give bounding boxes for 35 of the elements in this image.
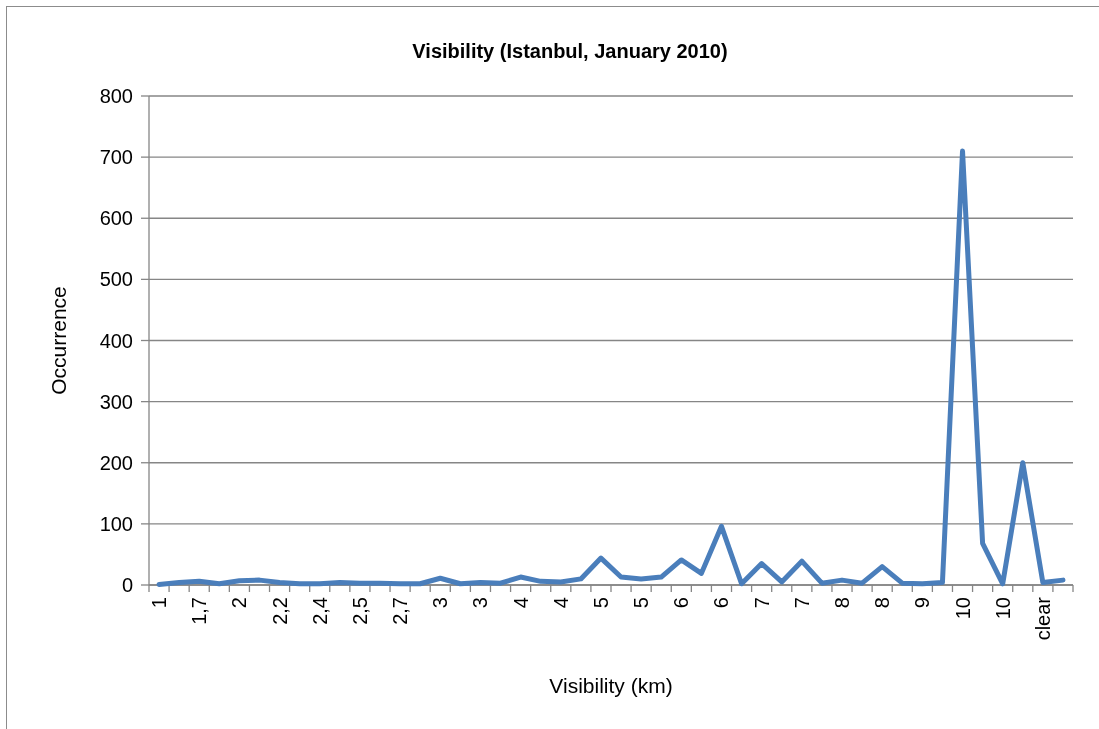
x-tick-label: 2,5 bbox=[348, 597, 371, 625]
x-tick-label: 8 bbox=[871, 597, 894, 609]
x-tick-label: 2,2 bbox=[268, 597, 291, 625]
x-tick-label: 5 bbox=[630, 597, 653, 609]
y-tick-label: 300 bbox=[99, 390, 133, 413]
y-tick-label: 700 bbox=[99, 146, 133, 169]
x-tick-label: 6 bbox=[710, 597, 733, 609]
x-axis-title: Visibility (km) bbox=[549, 674, 673, 697]
x-tick-label: 2,7 bbox=[389, 597, 412, 625]
y-tick-label: 600 bbox=[99, 207, 133, 230]
x-tick-label: 9 bbox=[911, 597, 934, 609]
y-tick-label: 400 bbox=[99, 329, 133, 352]
x-tick-label: 3 bbox=[469, 597, 492, 609]
y-tick-label: 0 bbox=[121, 574, 133, 596]
y-tick-label: 500 bbox=[99, 268, 133, 291]
y-tick-label: 200 bbox=[99, 451, 133, 474]
x-tick-label: 10 bbox=[991, 597, 1014, 620]
chart-title: Visibility (Istanbul, January 2010) bbox=[412, 40, 728, 62]
x-tick-label: 4 bbox=[549, 597, 572, 609]
x-tick-label: 2,4 bbox=[308, 597, 331, 625]
y-tick-label: 100 bbox=[99, 512, 133, 535]
x-tick-label: 5 bbox=[589, 597, 612, 609]
x-tick-label: 7 bbox=[790, 597, 813, 609]
x-tick-label: 2 bbox=[228, 597, 251, 609]
x-tick-label: 6 bbox=[670, 597, 693, 609]
x-tick-label: clear bbox=[1031, 596, 1054, 641]
y-tick-label: 800 bbox=[99, 85, 133, 107]
x-tick-label: 10 bbox=[951, 597, 974, 620]
x-tick-label: 1,7 bbox=[188, 597, 211, 625]
x-tick-label: 7 bbox=[750, 597, 773, 609]
x-tick-label: 3 bbox=[429, 597, 452, 609]
x-tick-label: 4 bbox=[509, 597, 532, 609]
x-tick-label: 1 bbox=[148, 597, 171, 609]
x-tick-label: 8 bbox=[831, 597, 853, 609]
y-axis-title: Occurrence bbox=[47, 286, 70, 395]
